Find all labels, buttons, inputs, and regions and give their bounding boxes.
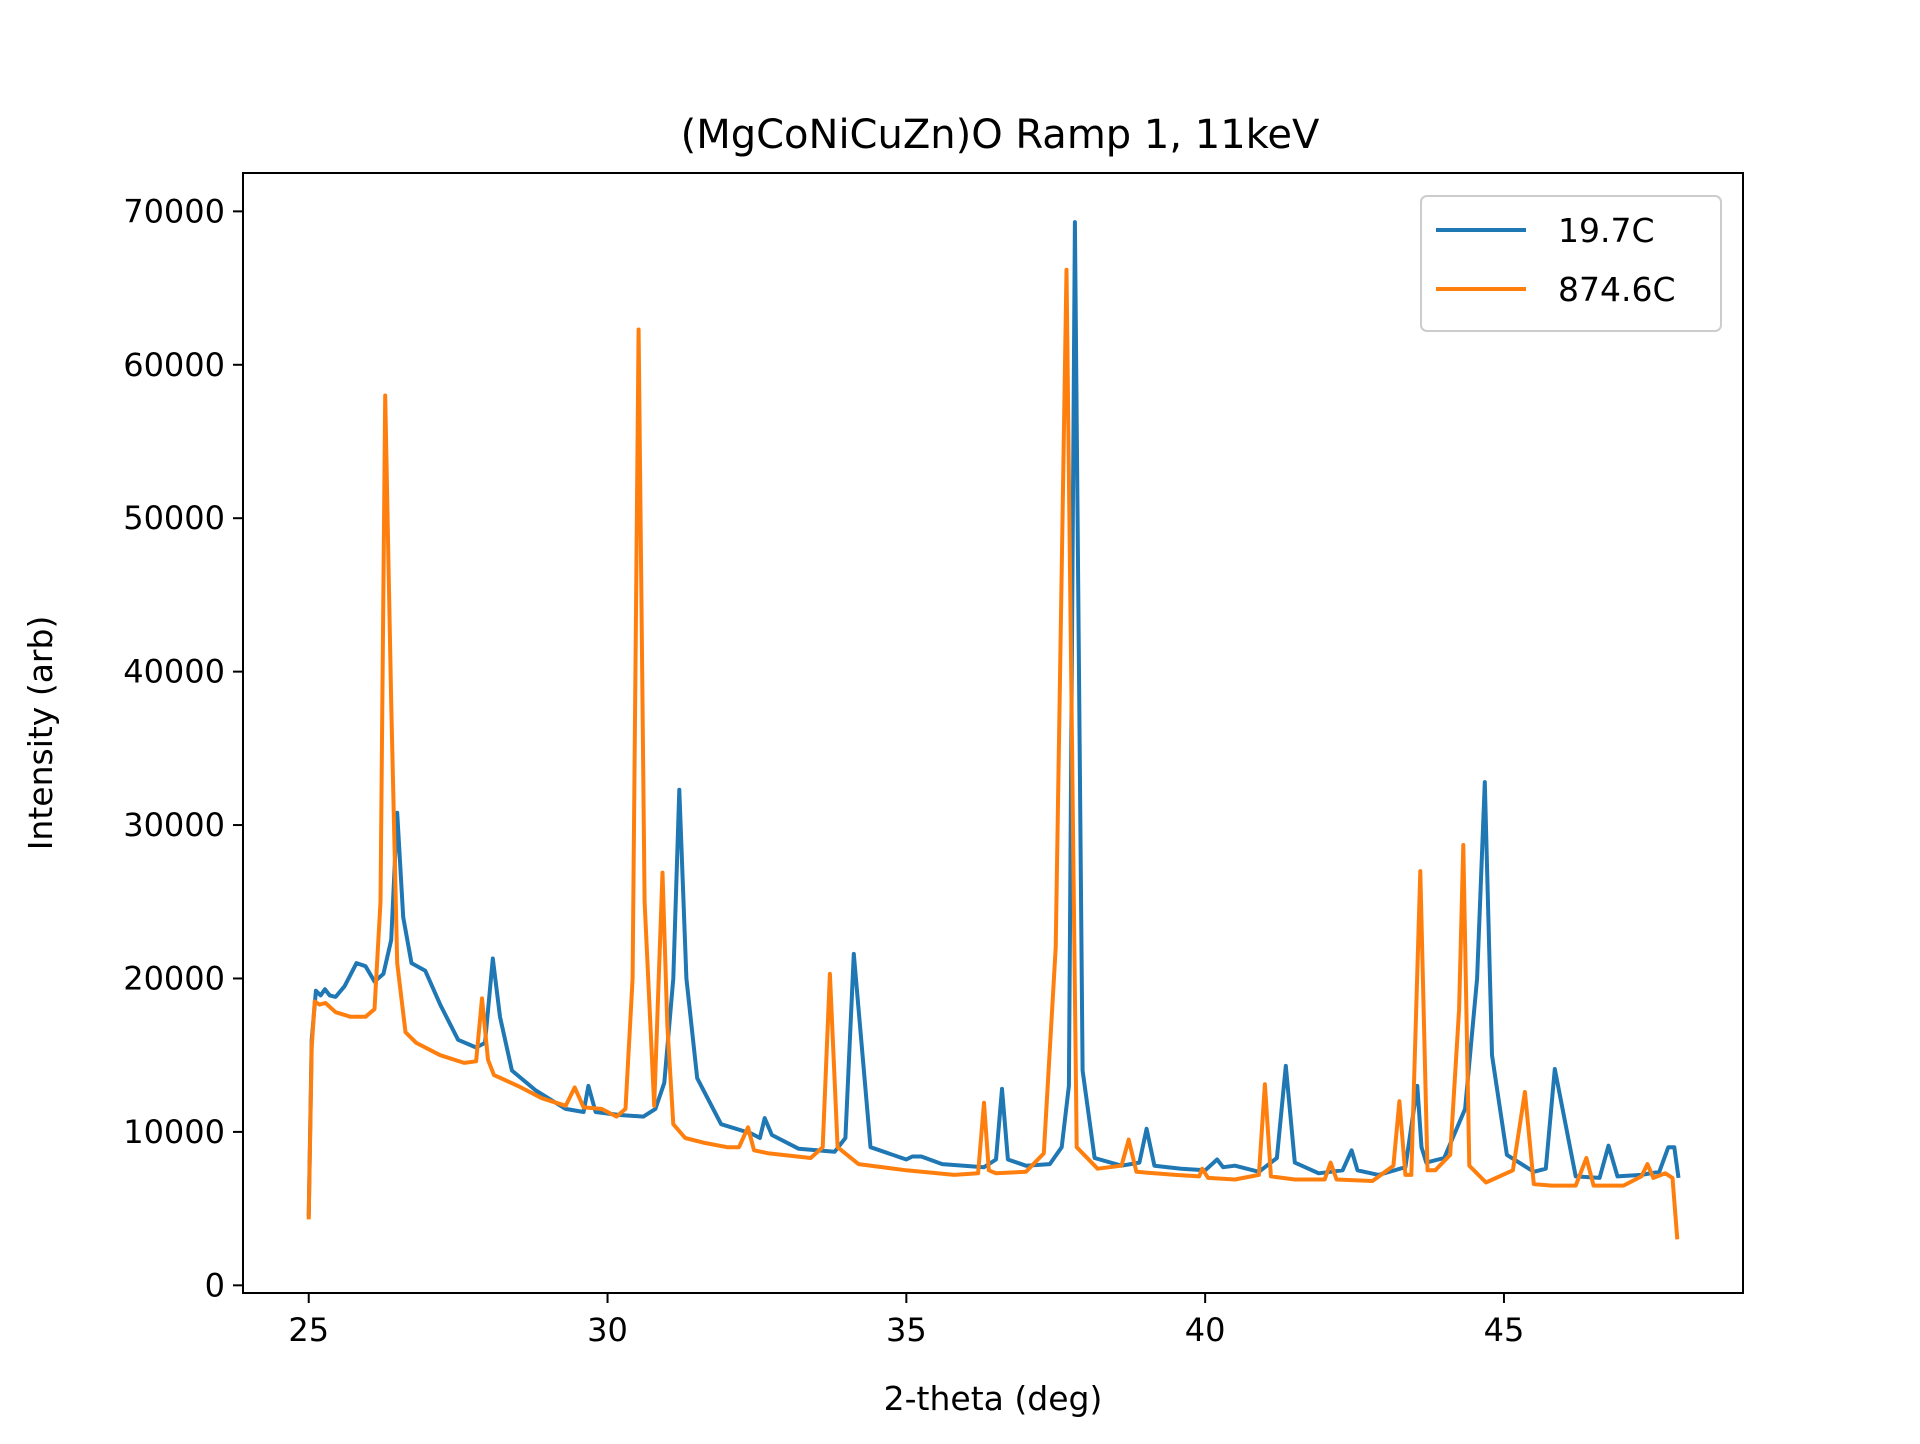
x-tick-label: 25: [288, 1311, 329, 1349]
legend-label-874.6C: 874.6C: [1558, 270, 1676, 309]
x-axis-label: 2-theta (deg): [884, 1379, 1103, 1418]
y-tick-label: 10000: [123, 1113, 225, 1151]
y-tick-label: 30000: [123, 806, 225, 844]
series-line-19.7C: [306, 220, 1681, 1217]
x-tick-label: 35: [886, 1311, 927, 1349]
y-tick-label: 50000: [123, 499, 225, 537]
x-tick-label: 40: [1185, 1311, 1226, 1349]
x-tick-label: 30: [587, 1311, 628, 1349]
legend: 19.7C 874.6C: [1420, 195, 1722, 332]
y-tick-label: 0: [205, 1266, 225, 1304]
series-line-874.6C: [306, 267, 1680, 1240]
y-axis-label: Intensity (arb): [21, 616, 60, 851]
y-tick-label: 70000: [123, 192, 225, 230]
plot-frame: [242, 172, 1744, 1294]
plot-lines: [306, 220, 1681, 1240]
y-tick-label: 60000: [123, 346, 225, 384]
y-tick-label: 20000: [123, 959, 225, 997]
y-tick-label: 40000: [123, 653, 225, 691]
legend-label-19.7C: 19.7C: [1558, 211, 1655, 250]
y-axis: 0 10000 20000 30000 40000 50000 60000 70000: [123, 192, 243, 1304]
chart-title: (MgCoNiCuZn)O Ramp 1, 11keV: [681, 112, 1320, 158]
x-tick-label: 45: [1484, 1311, 1525, 1349]
x-axis: 25 30 35 40 45: [288, 1293, 1524, 1349]
